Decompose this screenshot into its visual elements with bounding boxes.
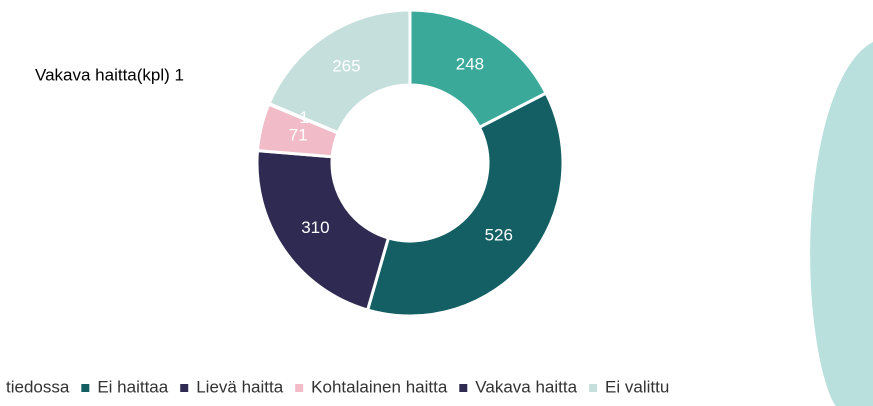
annotation: Vakava haitta(kpl) 1	[35, 65, 184, 84]
legend-label: Ei haittaa	[97, 377, 168, 396]
legend-marker	[459, 384, 468, 392]
legend-label: Vakava haitta	[475, 377, 577, 396]
legend-marker	[295, 384, 304, 392]
data-label: 248	[456, 54, 484, 73]
decorative-shape	[810, 42, 873, 406]
legend: tiedossa Ei haittaa Lievä haitta Kohtalaine…	[6, 377, 669, 396]
donut: 248 526 310 711 265	[255, 8, 565, 318]
data-label: 71	[289, 125, 308, 144]
slice	[267, 8, 412, 135]
legend-label: tiedossa	[6, 377, 70, 396]
slice	[255, 149, 391, 312]
data-label: 1	[299, 108, 308, 127]
slice	[408, 8, 549, 130]
legend-marker	[81, 384, 90, 392]
legend-label: Lievä haitta	[196, 377, 283, 396]
legend-label: Kohtalainen haitta	[311, 377, 448, 396]
legend-label: Ei valittu	[605, 377, 669, 396]
data-label: 310	[301, 218, 329, 237]
legend-marker	[589, 384, 598, 392]
data-label: 265	[332, 57, 360, 76]
data-label: 526	[485, 226, 513, 245]
slice	[365, 91, 565, 318]
legend-marker	[180, 384, 189, 392]
